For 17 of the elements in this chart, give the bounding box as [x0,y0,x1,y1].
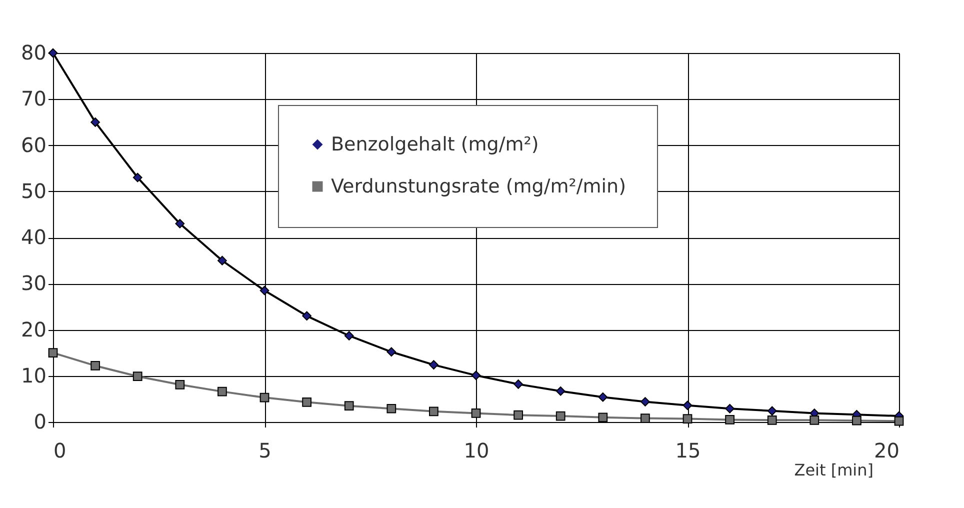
x-axis-title: Zeit [min] [794,460,874,480]
x-tick-label: 10 [464,438,490,462]
y-tick-label: 80 [21,40,46,64]
y-tick-label: 10 [21,363,46,388]
y-tick-label: 40 [21,225,46,249]
y-tick-label: 0 [34,410,46,434]
x-tick-label: 20 [874,438,900,462]
y-tick-label: 30 [21,271,46,296]
y-tick-label: 60 [21,132,46,157]
x-tick-label: 15 [675,438,701,462]
x-tick-label: 0 [54,438,66,462]
legend-label: Benzolgehalt (mg/m²) [331,134,539,156]
y-tick-label: 70 [21,86,46,111]
x-tick-label: 5 [258,438,272,462]
y-tick-label: 50 [21,178,46,203]
legend-label: Verdunstungsrate (mg/m²/min) [331,176,626,198]
y-tick-label: 20 [21,317,46,342]
